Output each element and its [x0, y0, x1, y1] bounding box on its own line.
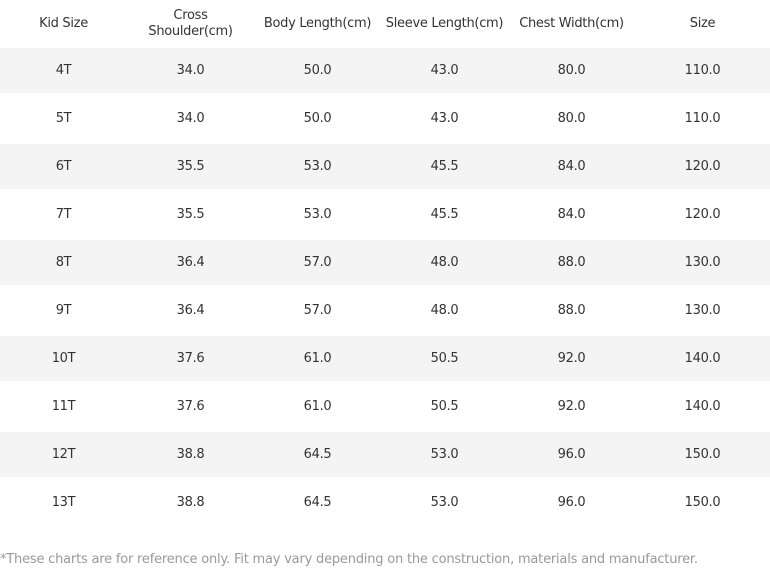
cell-kid-size: 12T [0, 432, 127, 477]
cell-size: 140.0 [635, 336, 770, 381]
cell-chest-width: 84.0 [508, 144, 635, 189]
cell-sleeve-length: 43.0 [381, 48, 508, 93]
cell-body-length: 64.5 [254, 480, 381, 525]
cell-cross-shoulder: 38.8 [127, 432, 254, 477]
cell-sleeve-length: 43.0 [381, 96, 508, 141]
cell-size: 140.0 [635, 384, 770, 429]
cell-cross-shoulder: 36.4 [127, 288, 254, 333]
cell-chest-width: 92.0 [508, 336, 635, 381]
header-body-length: Body Length(cm) [254, 3, 381, 45]
cell-kid-size: 7T [0, 192, 127, 237]
reference-footnote: *These charts are for reference only. Fi… [0, 552, 698, 567]
cell-size: 130.0 [635, 288, 770, 333]
cell-kid-size: 13T [0, 480, 127, 525]
table-body: 4T 34.0 50.0 43.0 80.0 110.0 5T 34.0 50.… [0, 48, 770, 525]
cell-cross-shoulder: 35.5 [127, 144, 254, 189]
cell-size: 120.0 [635, 144, 770, 189]
header-cross-shoulder: Cross Shoulder(cm) [127, 3, 254, 45]
cell-body-length: 50.0 [254, 96, 381, 141]
cell-kid-size: 6T [0, 144, 127, 189]
cell-cross-shoulder: 38.8 [127, 480, 254, 525]
cell-sleeve-length: 53.0 [381, 480, 508, 525]
header-row: Kid Size Cross Shoulder(cm) Body Length(… [0, 3, 770, 45]
cell-kid-size: 5T [0, 96, 127, 141]
cell-body-length: 64.5 [254, 432, 381, 477]
table-header: Kid Size Cross Shoulder(cm) Body Length(… [0, 3, 770, 45]
cell-chest-width: 84.0 [508, 192, 635, 237]
table-row: 12T 38.8 64.5 53.0 96.0 150.0 [0, 432, 770, 477]
header-chest-width: Chest Width(cm) [508, 3, 635, 45]
cell-cross-shoulder: 37.6 [127, 384, 254, 429]
cell-body-length: 50.0 [254, 48, 381, 93]
cell-size: 150.0 [635, 432, 770, 477]
cell-body-length: 57.0 [254, 288, 381, 333]
cell-kid-size: 8T [0, 240, 127, 285]
cell-sleeve-length: 45.5 [381, 144, 508, 189]
table-row: 10T 37.6 61.0 50.5 92.0 140.0 [0, 336, 770, 381]
cell-cross-shoulder: 36.4 [127, 240, 254, 285]
cell-kid-size: 9T [0, 288, 127, 333]
cell-sleeve-length: 48.0 [381, 240, 508, 285]
table-row: 6T 35.5 53.0 45.5 84.0 120.0 [0, 144, 770, 189]
header-kid-size: Kid Size [0, 3, 127, 45]
cell-chest-width: 96.0 [508, 432, 635, 477]
cell-body-length: 53.0 [254, 192, 381, 237]
cell-size: 120.0 [635, 192, 770, 237]
cell-body-length: 61.0 [254, 336, 381, 381]
cell-chest-width: 80.0 [508, 96, 635, 141]
cell-chest-width: 92.0 [508, 384, 635, 429]
cell-sleeve-length: 50.5 [381, 336, 508, 381]
cell-chest-width: 88.0 [508, 288, 635, 333]
cell-chest-width: 96.0 [508, 480, 635, 525]
cell-body-length: 57.0 [254, 240, 381, 285]
cell-size: 110.0 [635, 96, 770, 141]
header-size: Size [635, 3, 770, 45]
cell-cross-shoulder: 34.0 [127, 96, 254, 141]
table-row: 7T 35.5 53.0 45.5 84.0 120.0 [0, 192, 770, 237]
header-sleeve-length: Sleeve Length(cm) [381, 3, 508, 45]
cell-sleeve-length: 50.5 [381, 384, 508, 429]
cell-chest-width: 88.0 [508, 240, 635, 285]
table-row: 8T 36.4 57.0 48.0 88.0 130.0 [0, 240, 770, 285]
cell-body-length: 53.0 [254, 144, 381, 189]
cell-size: 110.0 [635, 48, 770, 93]
cell-size: 150.0 [635, 480, 770, 525]
table-row: 13T 38.8 64.5 53.0 96.0 150.0 [0, 480, 770, 525]
cell-kid-size: 4T [0, 48, 127, 93]
table-row: 4T 34.0 50.0 43.0 80.0 110.0 [0, 48, 770, 93]
cell-size: 130.0 [635, 240, 770, 285]
cell-chest-width: 80.0 [508, 48, 635, 93]
cell-sleeve-length: 48.0 [381, 288, 508, 333]
cell-cross-shoulder: 35.5 [127, 192, 254, 237]
cell-kid-size: 11T [0, 384, 127, 429]
cell-sleeve-length: 45.5 [381, 192, 508, 237]
cell-cross-shoulder: 37.6 [127, 336, 254, 381]
size-chart-table: Kid Size Cross Shoulder(cm) Body Length(… [0, 3, 770, 525]
cell-cross-shoulder: 34.0 [127, 48, 254, 93]
table-row: 9T 36.4 57.0 48.0 88.0 130.0 [0, 288, 770, 333]
table-row: 5T 34.0 50.0 43.0 80.0 110.0 [0, 96, 770, 141]
table-row: 11T 37.6 61.0 50.5 92.0 140.0 [0, 384, 770, 429]
cell-kid-size: 10T [0, 336, 127, 381]
cell-sleeve-length: 53.0 [381, 432, 508, 477]
cell-body-length: 61.0 [254, 384, 381, 429]
